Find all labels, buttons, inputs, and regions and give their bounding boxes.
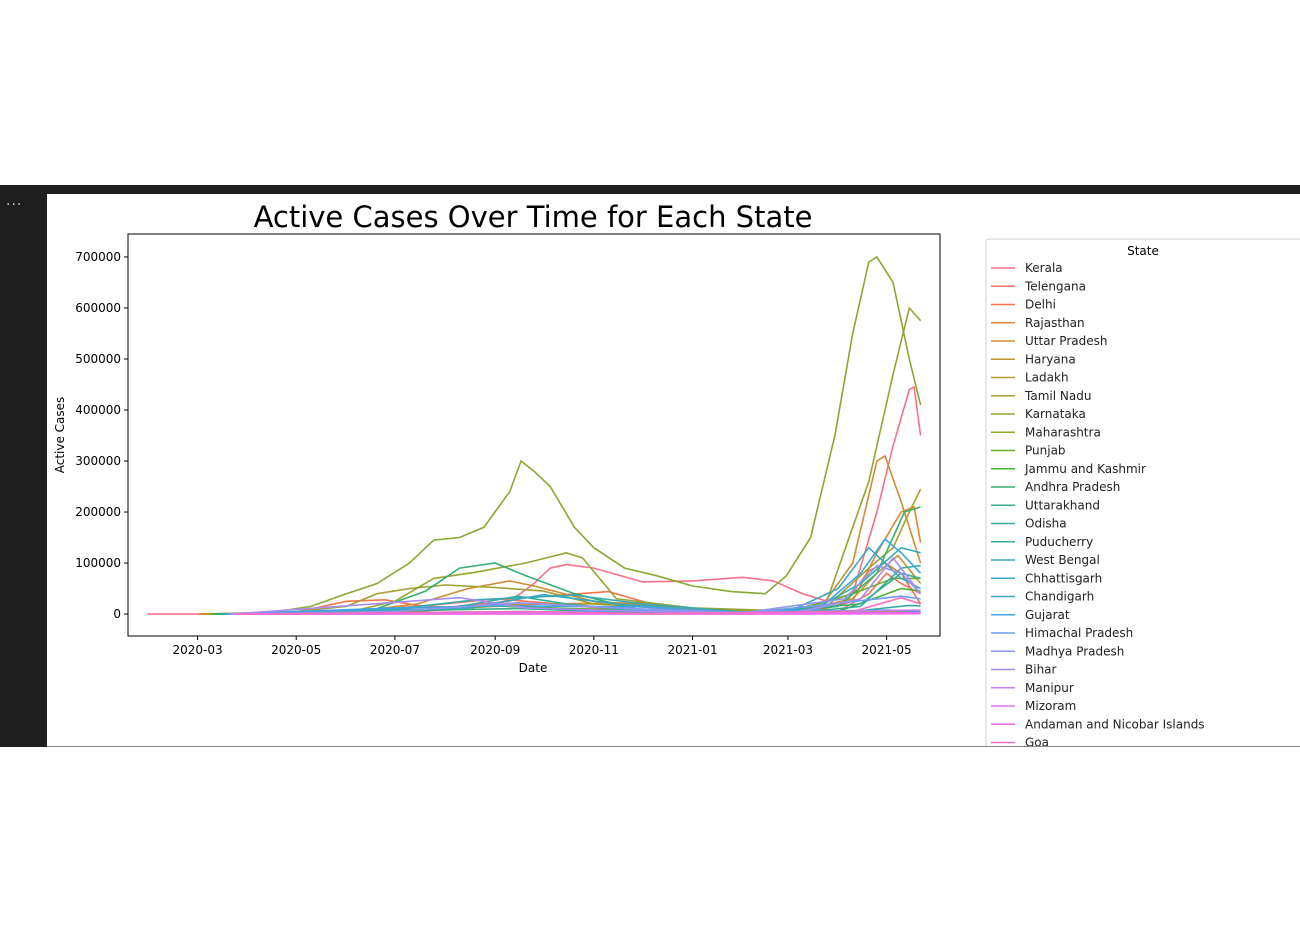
notebook-top-bar <box>0 185 1300 194</box>
x-axis-label: Date <box>519 661 548 675</box>
x-tick-label: 2021-03 <box>763 643 813 657</box>
series-line-west-bengal <box>223 546 921 615</box>
x-tick-label: 2020-05 <box>271 643 321 657</box>
series-line-karnataka <box>210 306 922 615</box>
x-tick-label: 2020-03 <box>172 643 222 657</box>
legend-label: Andaman and Nicobar Islands <box>1025 717 1205 731</box>
chart-title: Active Cases Over Time for Each State <box>254 200 813 234</box>
legend-label: Ladakh <box>1025 371 1069 385</box>
legend-label: Uttarakhand <box>1025 498 1100 512</box>
y-tick-label: 600000 <box>75 301 121 315</box>
x-tick-label: 2020-07 <box>370 643 420 657</box>
y-tick-label: 400000 <box>75 403 121 417</box>
y-tick-label: 0 <box>113 607 121 621</box>
legend-label: Puducherry <box>1025 535 1093 549</box>
y-axis: 0 100000 200000 300000 400000 500000 600000 700… <box>75 250 128 621</box>
legend-label: Madhya Pradesh <box>1025 644 1124 658</box>
legend-label: Maharashtra <box>1025 425 1101 439</box>
series-line-andhra-pradesh <box>215 506 921 615</box>
legend-frame <box>985 238 1300 746</box>
legend-label: Rajasthan <box>1025 316 1085 330</box>
legend-label: Punjab <box>1025 444 1066 458</box>
notebook-cell-gutter <box>0 194 47 747</box>
legend-label: Delhi <box>1025 298 1056 312</box>
legend-label: Telengana <box>1024 279 1086 293</box>
legend-label: Uttar Pradesh <box>1025 334 1107 348</box>
x-tick-label: 2020-09 <box>470 643 520 657</box>
y-axis-label: Active Cases <box>53 397 67 474</box>
series-line-goa <box>236 596 921 615</box>
x-tick-label: 2021-05 <box>862 643 912 657</box>
legend: State Kerala Telengana Delhi Rajasthan Uttar… <box>985 238 1300 746</box>
legend-label: Goa <box>1025 736 1049 747</box>
y-tick-label: 700000 <box>75 250 121 264</box>
y-tick-label: 500000 <box>75 352 121 366</box>
legend-title: State <box>1127 244 1159 258</box>
y-tick-label: 200000 <box>75 505 121 519</box>
y-tick-label: 300000 <box>75 454 121 468</box>
x-tick-label: 2021-01 <box>667 643 717 657</box>
plot-frame <box>127 233 941 637</box>
legend-label: Tamil Nadu <box>1024 389 1091 403</box>
x-tick-label: 2020-11 <box>569 643 619 657</box>
y-tick-label: 100000 <box>75 556 121 570</box>
series-line-kerala <box>147 385 922 615</box>
legend-label: Mizoram <box>1025 699 1076 713</box>
plot-area <box>147 255 922 615</box>
legend-label: Odisha <box>1025 517 1067 531</box>
series-line-maharashtra <box>212 255 922 615</box>
legend-label: West Bengal <box>1025 553 1100 567</box>
legend-label: Manipur <box>1025 681 1074 695</box>
legend-label: Himachal Pradesh <box>1025 626 1133 640</box>
legend-label: Chhattisgarh <box>1025 571 1102 585</box>
line-chart: Active Cases Over Time for Each State 20… <box>53 200 1300 746</box>
legend-label: Haryana <box>1025 352 1076 366</box>
series-line-rajasthan <box>199 505 922 615</box>
legend-items: Kerala Telengana Delhi Rajasthan Uttar Prade… <box>991 261 1205 746</box>
legend-label: Andhra Pradesh <box>1025 480 1120 494</box>
legend-label: Karnataka <box>1025 407 1086 421</box>
cell-menu-icon[interactable]: ... <box>6 193 23 209</box>
legend-label: Kerala <box>1025 261 1063 275</box>
legend-label: Jammu and Kashmir <box>1024 462 1146 476</box>
legend-label: Gujarat <box>1025 608 1070 622</box>
series-line-delhi <box>199 562 922 615</box>
x-axis: 2020-03 2020-05 2020-07 2020-09 2020-11 2021-… <box>172 636 912 657</box>
legend-label: Bihar <box>1025 663 1057 677</box>
cell-output: Active Cases Over Time for Each State 20… <box>47 194 1300 747</box>
legend-label: Chandigarh <box>1025 590 1094 604</box>
series-line-uttar-pradesh <box>202 454 922 615</box>
